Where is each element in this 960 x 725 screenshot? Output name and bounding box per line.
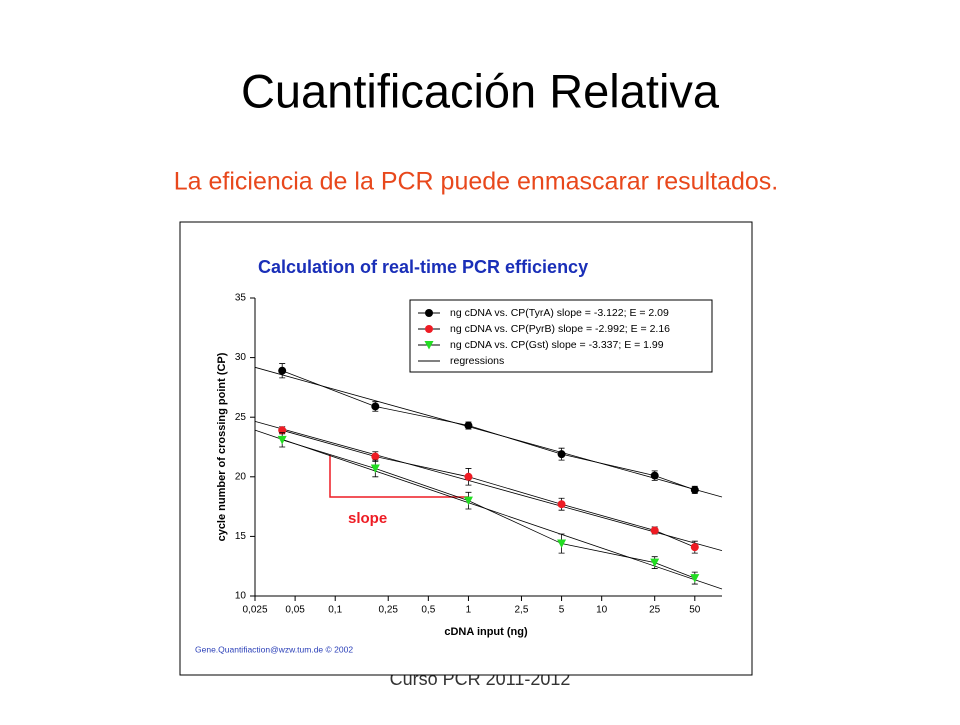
series-line [282, 370, 695, 491]
point [463, 496, 473, 506]
x-tick-label: 5 [559, 605, 565, 616]
x-tick-label: 10 [596, 605, 608, 616]
point [370, 464, 380, 473]
point [278, 366, 287, 375]
point [650, 471, 659, 480]
x-axis-label: cDNA input (ng) [444, 626, 528, 638]
legend-label: ng cDNA vs. CP(PyrB) slope = -2.992; E =… [450, 323, 670, 335]
legend-label: regressions [450, 355, 504, 367]
point [464, 421, 473, 430]
point [557, 450, 566, 459]
credit: Gene.Quantifiaction@wzw.tum.de © 2002 [195, 644, 353, 654]
annotation: slope [348, 510, 387, 527]
point [371, 402, 380, 411]
legend-label: ng cDNA vs. CP(TyrA) slope = -3.122; E =… [450, 307, 669, 319]
point [425, 325, 433, 333]
legend-label: ng cDNA vs. CP(Gst) slope = -3.337; E = … [450, 339, 664, 351]
point [425, 309, 433, 317]
x-tick-label: 0,1 [328, 605, 342, 616]
y-tick-label: 30 [235, 352, 247, 363]
point [424, 341, 434, 350]
x-tick-label: 0,5 [421, 605, 435, 616]
regression-line [254, 366, 723, 498]
y-tick-label: 15 [235, 531, 247, 542]
point [650, 526, 659, 535]
x-tick-label: 1 [466, 605, 472, 616]
point [464, 472, 473, 481]
slide-title: Cuantificación Relativa [241, 64, 720, 117]
chart-title: Calculation of real-time PCR efficiency [258, 257, 588, 277]
y-tick-label: 35 [235, 293, 247, 304]
point [650, 558, 660, 568]
x-tick-label: 50 [689, 605, 701, 616]
point [690, 543, 699, 552]
x-tick-label: 2,5 [515, 605, 529, 616]
x-tick-label: 25 [649, 605, 661, 616]
x-tick-label: 0,05 [285, 605, 305, 616]
point [277, 435, 287, 445]
regression-line [254, 421, 723, 552]
slope-bracket [329, 455, 468, 498]
point [690, 485, 699, 494]
subtitle: La eficiencia de la PCR puede enmascarar… [174, 168, 779, 196]
y-tick-label: 20 [235, 471, 247, 482]
point [690, 574, 700, 583]
x-tick-label: 0,025 [242, 605, 267, 616]
y-tick-label: 10 [235, 591, 247, 602]
point [371, 452, 380, 461]
series-line [282, 439, 695, 579]
legend-box [409, 299, 713, 373]
x-tick-label: 0,25 [378, 605, 398, 616]
point [557, 539, 567, 549]
y-tick-label: 25 [235, 412, 247, 423]
point [557, 500, 566, 509]
series-line [282, 429, 695, 548]
chart-frame [179, 221, 753, 676]
y-axis-label: cycle number of crossing point (CP) [216, 352, 228, 541]
